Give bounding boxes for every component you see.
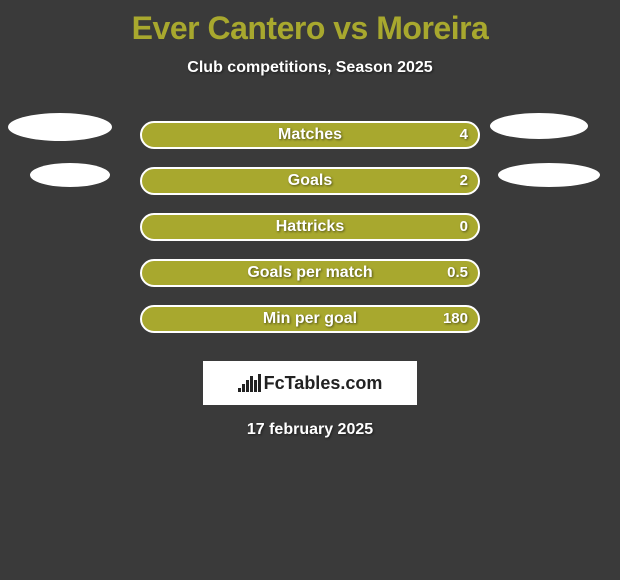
logo-text: FcTables.com xyxy=(264,373,383,394)
stat-row: Min per goal180 xyxy=(0,297,620,343)
bar-chart-icon xyxy=(238,374,260,392)
stat-value: 4 xyxy=(460,121,468,149)
stat-label: Goals per match xyxy=(140,259,480,287)
subtitle: Club competitions, Season 2025 xyxy=(0,59,620,77)
stat-row: Goals per match0.5 xyxy=(0,251,620,297)
page-title: Ever Cantero vs Moreira xyxy=(0,0,620,47)
stat-row: Matches4 xyxy=(0,113,620,159)
stat-value: 180 xyxy=(443,305,468,333)
stat-row: Hattricks0 xyxy=(0,205,620,251)
stat-label: Matches xyxy=(140,121,480,149)
stat-value: 0 xyxy=(460,213,468,241)
logo-box: FcTables.com xyxy=(203,361,417,405)
date-text: 17 february 2025 xyxy=(0,421,620,439)
stat-label: Min per goal xyxy=(140,305,480,333)
stat-value: 2 xyxy=(460,167,468,195)
stat-label: Goals xyxy=(140,167,480,195)
stat-label: Hattricks xyxy=(140,213,480,241)
stat-row: Goals2 xyxy=(0,159,620,205)
logo: FcTables.com xyxy=(238,373,383,394)
stat-value: 0.5 xyxy=(447,259,468,287)
stats-area: Matches4Goals2Hattricks0Goals per match0… xyxy=(0,113,620,343)
